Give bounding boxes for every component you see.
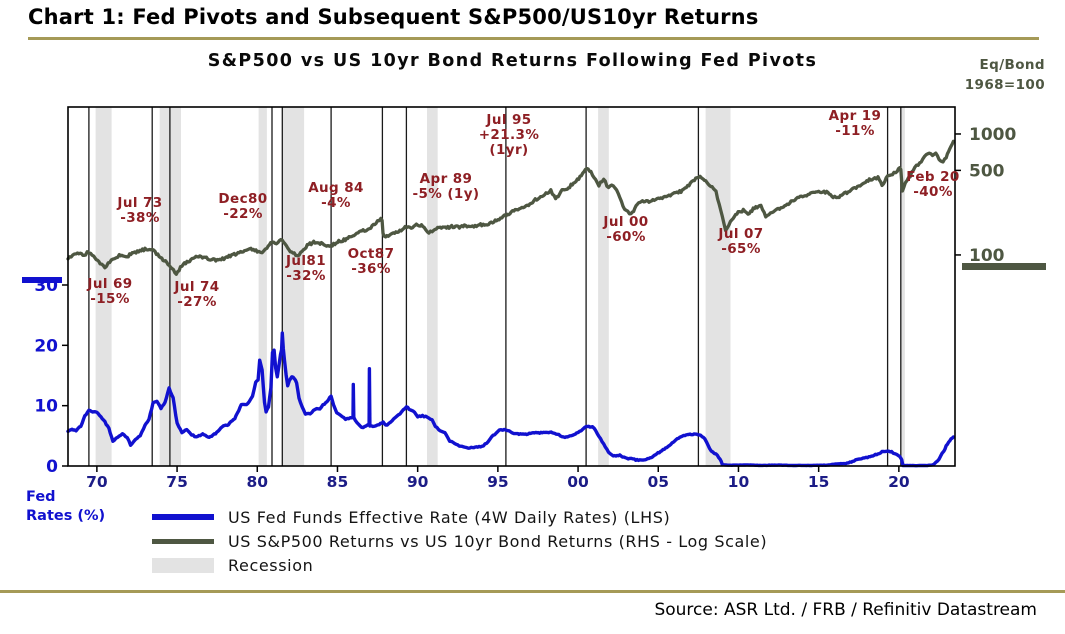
x-tick-label: 70 <box>86 473 108 491</box>
recession-band <box>95 107 112 466</box>
pivot-annotation: Jul 73 -38% <box>116 195 162 226</box>
page-title: Chart 1: Fed Pivots and Subsequent S&P50… <box>28 5 759 29</box>
source-text: Source: ASR Ltd. / FRB / Refinitiv Datas… <box>654 600 1037 620</box>
lhs-axis-label-line2: Rates (%) <box>26 507 106 524</box>
pivot-annotation: Jul81 -32% <box>285 253 326 284</box>
recession-band <box>705 107 731 466</box>
x-tick-label: 85 <box>327 473 349 491</box>
legend-row-fedfunds: US Fed Funds Effective Rate (4W Daily Ra… <box>152 505 767 529</box>
rhs-tick-label: 100 <box>969 246 1005 266</box>
pivot-annotation: Jul 00 -60% <box>602 214 648 245</box>
pivot-annotation: Apr 89 -5% (1y) <box>413 171 480 202</box>
pivot-annotation: Dec80 -22% <box>218 191 267 222</box>
pivot-annotation: Feb 20 -40% <box>906 169 959 200</box>
pivot-annotation: Jul 74 -27% <box>173 279 219 310</box>
pivot-annotation: Aug 84 -4% <box>308 180 364 211</box>
source-row: Source: ASR Ltd. / FRB / Refinitiv Datas… <box>0 590 1065 620</box>
lhs-axis-label-line1: Fed <box>26 489 56 505</box>
legend-eqbond-label: US S&P500 Returns vs US 10yr Bond Return… <box>228 531 768 551</box>
pivot-annotation: Jul 95 +21.3% (1yr) <box>479 112 540 158</box>
x-tick-label: 05 <box>647 473 669 491</box>
x-tick-label: 80 <box>246 473 268 491</box>
recession-band <box>900 107 905 466</box>
x-tick-label: 00 <box>567 473 589 491</box>
pivot-annotation: Jul 69 -15% <box>86 276 132 307</box>
recession-band <box>598 107 609 466</box>
rhs-axis-cap <box>962 263 1046 270</box>
eqbond-line <box>66 139 956 276</box>
pivot-annotation: Apr 19 -11% <box>829 108 882 139</box>
rhs-tick-label: 1000 <box>969 125 1016 145</box>
legend-row-eqbond: US S&P500 Returns vs US 10yr Bond Return… <box>152 529 767 553</box>
legend-fedfunds-swatch <box>152 514 214 520</box>
rhs-tick-label: 500 <box>969 161 1005 181</box>
rhs-axis-label-line2: 1968=100 <box>964 76 1045 93</box>
chart-title: S&P500 vs US 10yr Bond Returns Following… <box>207 51 818 71</box>
x-tick-label: 20 <box>888 473 910 491</box>
lhs-axis-cap <box>22 277 62 283</box>
lhs-tick-label: 10 <box>34 397 58 417</box>
rhs-axis-header: Eq/Bond 1968=100 <box>965 56 1045 95</box>
lhs-tick-label: 0 <box>46 457 58 477</box>
title-rule <box>28 37 1039 40</box>
legend-fedfunds-label: US Fed Funds Effective Rate (4W Daily Ra… <box>228 507 671 527</box>
legend-row-recession: Recession <box>152 553 767 577</box>
legend-recession-label: Recession <box>228 555 314 575</box>
x-tick-label: 75 <box>166 473 188 491</box>
legend-recession-swatch <box>152 557 214 573</box>
lhs-axis-header: Fed Rates (%) <box>26 488 105 526</box>
legend-eqbond-swatch <box>152 538 214 544</box>
legend: US Fed Funds Effective Rate (4W Daily Ra… <box>152 505 767 577</box>
x-tick-label: 90 <box>407 473 429 491</box>
x-tick-label: 95 <box>487 473 509 491</box>
pivot-annotation: Jul 07 -65% <box>717 226 763 257</box>
lhs-tick-label: 20 <box>34 336 58 356</box>
rhs-axis-label-line1: Eq/Bond <box>979 57 1045 73</box>
fedfunds-line <box>66 331 956 468</box>
recession-band <box>427 107 438 466</box>
x-tick-label: 15 <box>808 473 830 491</box>
plot-frame <box>67 106 956 467</box>
x-tick-label: 10 <box>728 473 750 491</box>
pivot-annotation: Oct87 -36% <box>348 246 395 277</box>
recession-band <box>282 107 305 466</box>
recession-band <box>258 107 267 466</box>
